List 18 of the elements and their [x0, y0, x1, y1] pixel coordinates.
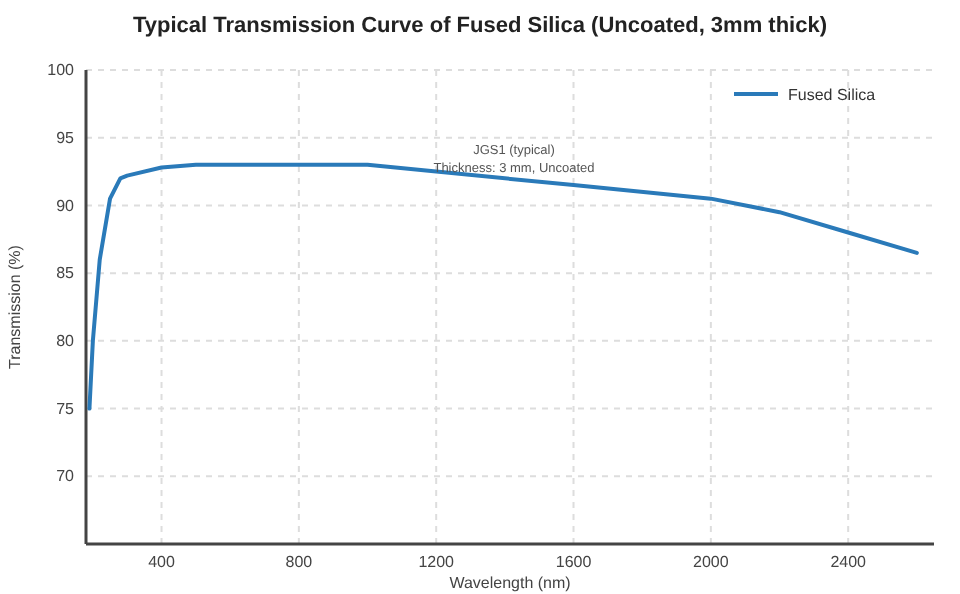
y-tick-label: 70 [56, 467, 76, 486]
y-tick-label: 95 [56, 128, 76, 147]
x-tick-label: 1600 [555, 553, 593, 572]
x-tick-label: 2000 [693, 553, 730, 572]
y-axis-title: Transmission (%) [6, 244, 24, 369]
y-tick-label: 80 [56, 331, 76, 350]
line-series [87, 162, 919, 411]
chart-title: Typical Transmission Curve of Fused Silica (Uncoated, 3mm thick) [133, 14, 828, 38]
x-tick-label: 400 [148, 553, 176, 572]
x-tick-label: 800 [285, 553, 314, 572]
y-tick-label: 100 [47, 61, 76, 80]
y-tick-label: 90 [56, 196, 76, 215]
y-tick-label: 75 [56, 399, 76, 418]
x-axis-title: Wavelength (nm) [449, 574, 572, 592]
x-tick-label: 2400 [830, 553, 868, 572]
x-tick-label: 1200 [418, 553, 456, 572]
y-tick-label: 85 [56, 264, 76, 283]
legend-label: Fused Silica [788, 86, 877, 104]
